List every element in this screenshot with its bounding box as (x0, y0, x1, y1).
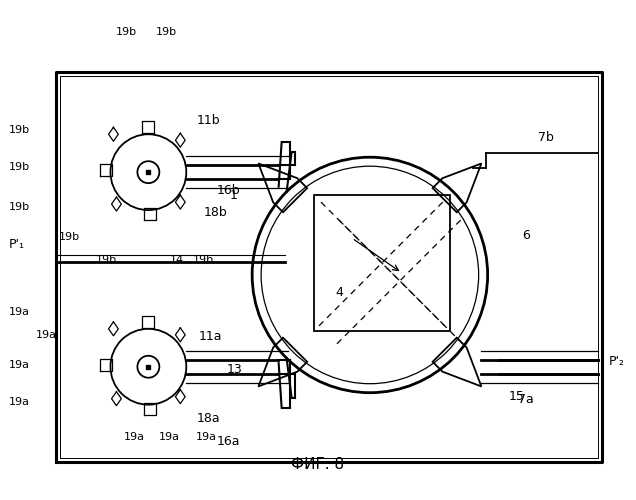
Text: 18b: 18b (204, 206, 227, 218)
Text: 19b: 19b (156, 28, 177, 38)
Text: 19b: 19b (95, 255, 116, 265)
Text: 15: 15 (509, 390, 525, 403)
Text: 19b: 19b (59, 232, 80, 242)
Text: P'₁: P'₁ (9, 238, 25, 250)
Text: 1: 1 (230, 188, 237, 202)
Text: 19b: 19b (193, 255, 214, 265)
Text: 14: 14 (170, 255, 184, 265)
Text: 11a: 11a (198, 330, 222, 344)
Text: 19b: 19b (9, 162, 30, 172)
Text: 19b: 19b (116, 28, 137, 38)
Text: 7a: 7a (518, 393, 534, 406)
Text: ФИГ. 8: ФИГ. 8 (291, 456, 345, 471)
Text: 7b: 7b (537, 130, 553, 143)
Text: 16a: 16a (216, 435, 240, 448)
Text: 4: 4 (335, 286, 343, 300)
Text: 18a: 18a (197, 412, 220, 425)
Text: 19a: 19a (197, 432, 218, 442)
Text: P'₂: P'₂ (609, 356, 625, 368)
Text: 16b: 16b (216, 184, 240, 196)
Text: 19a: 19a (9, 307, 30, 317)
Text: 19b: 19b (9, 202, 30, 212)
Text: 19a: 19a (36, 330, 57, 340)
Text: 11b: 11b (197, 114, 220, 127)
Text: 6: 6 (523, 228, 530, 241)
Text: 19a: 19a (158, 432, 179, 442)
Text: 19a: 19a (123, 432, 144, 442)
Text: 19a: 19a (9, 360, 30, 370)
Text: 13: 13 (226, 363, 242, 376)
Text: 19b: 19b (9, 126, 30, 136)
Text: 19a: 19a (9, 396, 30, 406)
